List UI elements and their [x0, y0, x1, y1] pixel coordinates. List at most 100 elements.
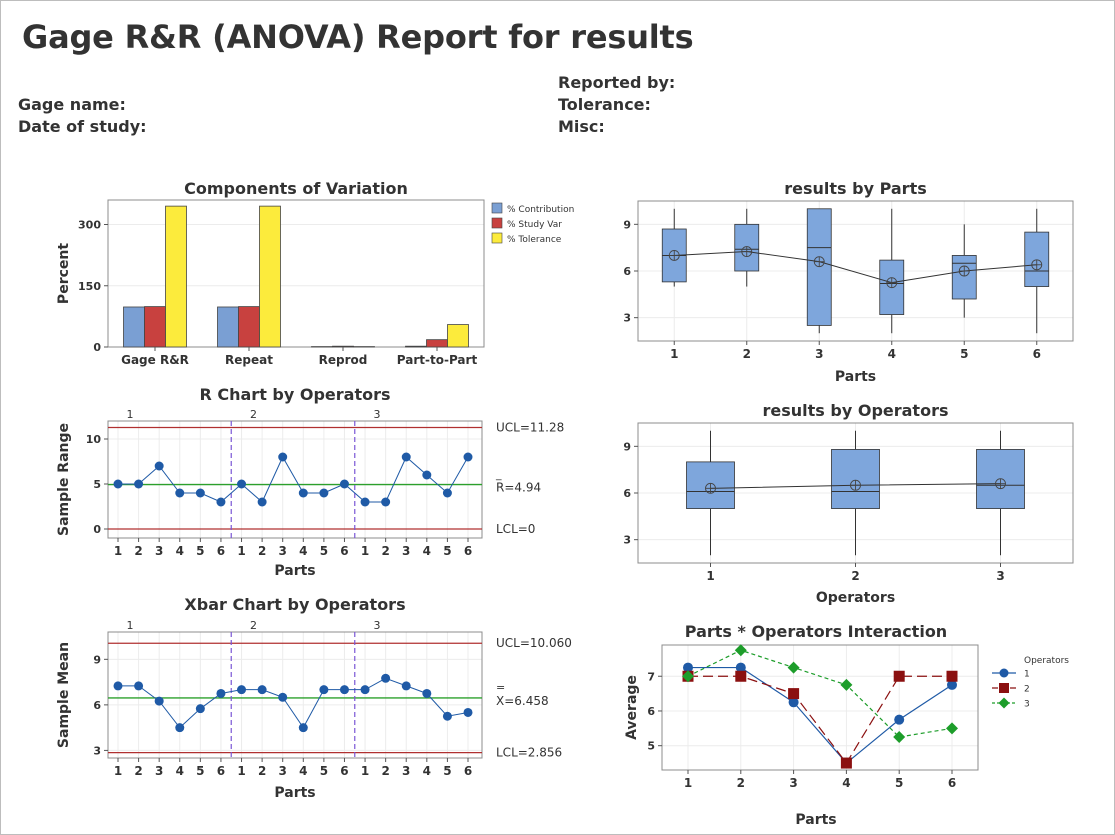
interaction-point-3-1	[682, 670, 694, 683]
xbar-ytick-label: 6	[93, 699, 101, 712]
interaction-ylabel: Average	[624, 675, 640, 740]
interaction-point-1-3	[788, 697, 799, 708]
components-ytick-label: 300	[78, 219, 101, 232]
components-bar-1-2	[144, 306, 166, 348]
rchart-xtick-label: 1	[237, 544, 245, 558]
components-ytick-label: 150	[78, 280, 101, 293]
xbar-xtick-label: 4	[299, 764, 307, 778]
byparts-xtick-label: 4	[888, 347, 896, 361]
components-bar-2-2	[238, 306, 260, 348]
interaction-point-2-5	[893, 670, 905, 682]
rchart-plot-frame	[107, 420, 483, 539]
xbar-point-12	[339, 685, 349, 695]
rchart-ytick-label: 0	[93, 523, 101, 536]
rchart-xlabel: Parts	[274, 563, 315, 579]
xbar-ytick-label: 9	[93, 653, 101, 666]
xbar-xtick-label: 6	[464, 764, 472, 778]
interaction-point-2-2	[735, 670, 747, 682]
rchart-xtick-label: 6	[464, 544, 472, 558]
interaction-point-2-4	[840, 757, 852, 769]
rchart-ytick-label: 10	[86, 433, 102, 446]
interaction-legend-title: Operators	[1024, 656, 1069, 666]
xbar-title: Xbar Chart by Operators	[184, 595, 405, 614]
interaction-legend-marker-2	[999, 683, 1009, 693]
rchart-series-line	[118, 455, 469, 503]
interaction-xtick-label: 3	[789, 776, 797, 790]
rchart-bar-mark: _	[495, 468, 502, 481]
interaction-point-1-6	[947, 679, 957, 690]
byparts-title: results by Parts	[784, 179, 927, 198]
rchart-point-14	[381, 497, 391, 507]
byparts-xtick-label: 1	[670, 347, 678, 361]
interaction-xlabel: Parts	[795, 812, 836, 828]
components-legend-swatch-1	[491, 202, 503, 214]
xbar-point-17	[442, 711, 452, 721]
reported-by-label: Reported by:	[558, 73, 676, 92]
xbar-point-10	[298, 723, 308, 733]
gage-name-label: Gage name:	[18, 95, 126, 114]
interaction-point-3-4	[840, 678, 853, 691]
rchart-title: R Chart by Operators	[199, 385, 390, 404]
interaction-point-3-2	[734, 644, 747, 657]
components-legend-label-3: % Tolerance	[507, 235, 562, 245]
xbar-xtick-label: 2	[134, 764, 142, 778]
interaction-point-2-3	[788, 688, 800, 700]
rchart-xtick-label: 4	[423, 544, 431, 558]
byops-ytick-label: 3	[623, 534, 631, 547]
rchart-xtick-label: 3	[155, 544, 163, 558]
rchart-point-2	[134, 479, 144, 489]
byparts-mean-line	[674, 251, 1037, 284]
xbar-point-14	[381, 673, 391, 683]
xbar-ylabel: Sample Mean	[56, 642, 72, 748]
xbar-point-11	[319, 685, 329, 695]
byops-title: results by Operators	[763, 401, 949, 420]
xbar-xtick-label: 3	[279, 764, 287, 778]
interaction-xtick-label: 1	[684, 776, 692, 790]
xbar-point-3	[154, 696, 164, 706]
components-xtick-label: Gage R&R	[121, 353, 189, 367]
interaction-series-line-1	[688, 666, 953, 764]
rchart-center-label: R=4.94	[496, 481, 541, 495]
rchart-xtick-label: 5	[196, 544, 204, 558]
xbar-xlabel: Parts	[274, 785, 315, 801]
rchart-lcl-label: LCL=0	[496, 522, 535, 536]
xbar-point-7	[237, 685, 247, 695]
components-bar-1-1	[123, 306, 145, 348]
interaction-series-line-2	[688, 675, 952, 765]
components-xtick-label: Reprod	[319, 353, 368, 367]
components-bar-4-3	[447, 324, 469, 348]
interaction-legend-label-3: 3	[1024, 700, 1030, 710]
xbar-xtick-label: 6	[217, 764, 225, 778]
components-bar-4-1	[405, 345, 427, 348]
interaction-legend-label-2: 2	[1024, 685, 1030, 695]
xbar-xtick-label: 3	[402, 764, 410, 778]
xbar-point-18	[463, 707, 473, 717]
xbar-plot-frame	[107, 631, 483, 759]
xbar-point-1	[113, 681, 123, 691]
xbar-xtick-label: 5	[443, 764, 451, 778]
rchart-point-5	[195, 488, 205, 498]
report-title: Gage R&R (ANOVA) Report for results	[22, 18, 694, 56]
interaction-plot-frame	[661, 644, 979, 771]
rchart-xtick-label: 6	[217, 544, 225, 558]
xbar-series-line	[118, 677, 469, 729]
date-of-study-label: Date of study:	[18, 117, 147, 136]
byops-xtick-label: 1	[706, 569, 714, 583]
xbar-xtick-label: 5	[320, 764, 328, 778]
xbar-point-2	[134, 681, 144, 691]
xbar-bar-mark: =	[496, 681, 505, 694]
components-bar-4-2	[426, 339, 448, 348]
interaction-point-1-5	[894, 714, 905, 725]
byparts-ytick-label: 9	[623, 218, 631, 231]
components-legend-swatch-2	[491, 217, 503, 229]
xbar-ucl-label: UCL=10.060	[496, 636, 572, 650]
components-bar-1-3	[165, 205, 187, 348]
xbar-xtick-label: 6	[340, 764, 348, 778]
byops-box-1	[686, 461, 735, 509]
rchart-point-11	[319, 488, 329, 498]
components-legend-swatch-3	[491, 232, 503, 244]
xbar-xtick-label: 4	[176, 764, 184, 778]
rchart-ylabel: Sample Range	[56, 423, 72, 536]
byparts-ytick-label: 6	[623, 265, 631, 278]
